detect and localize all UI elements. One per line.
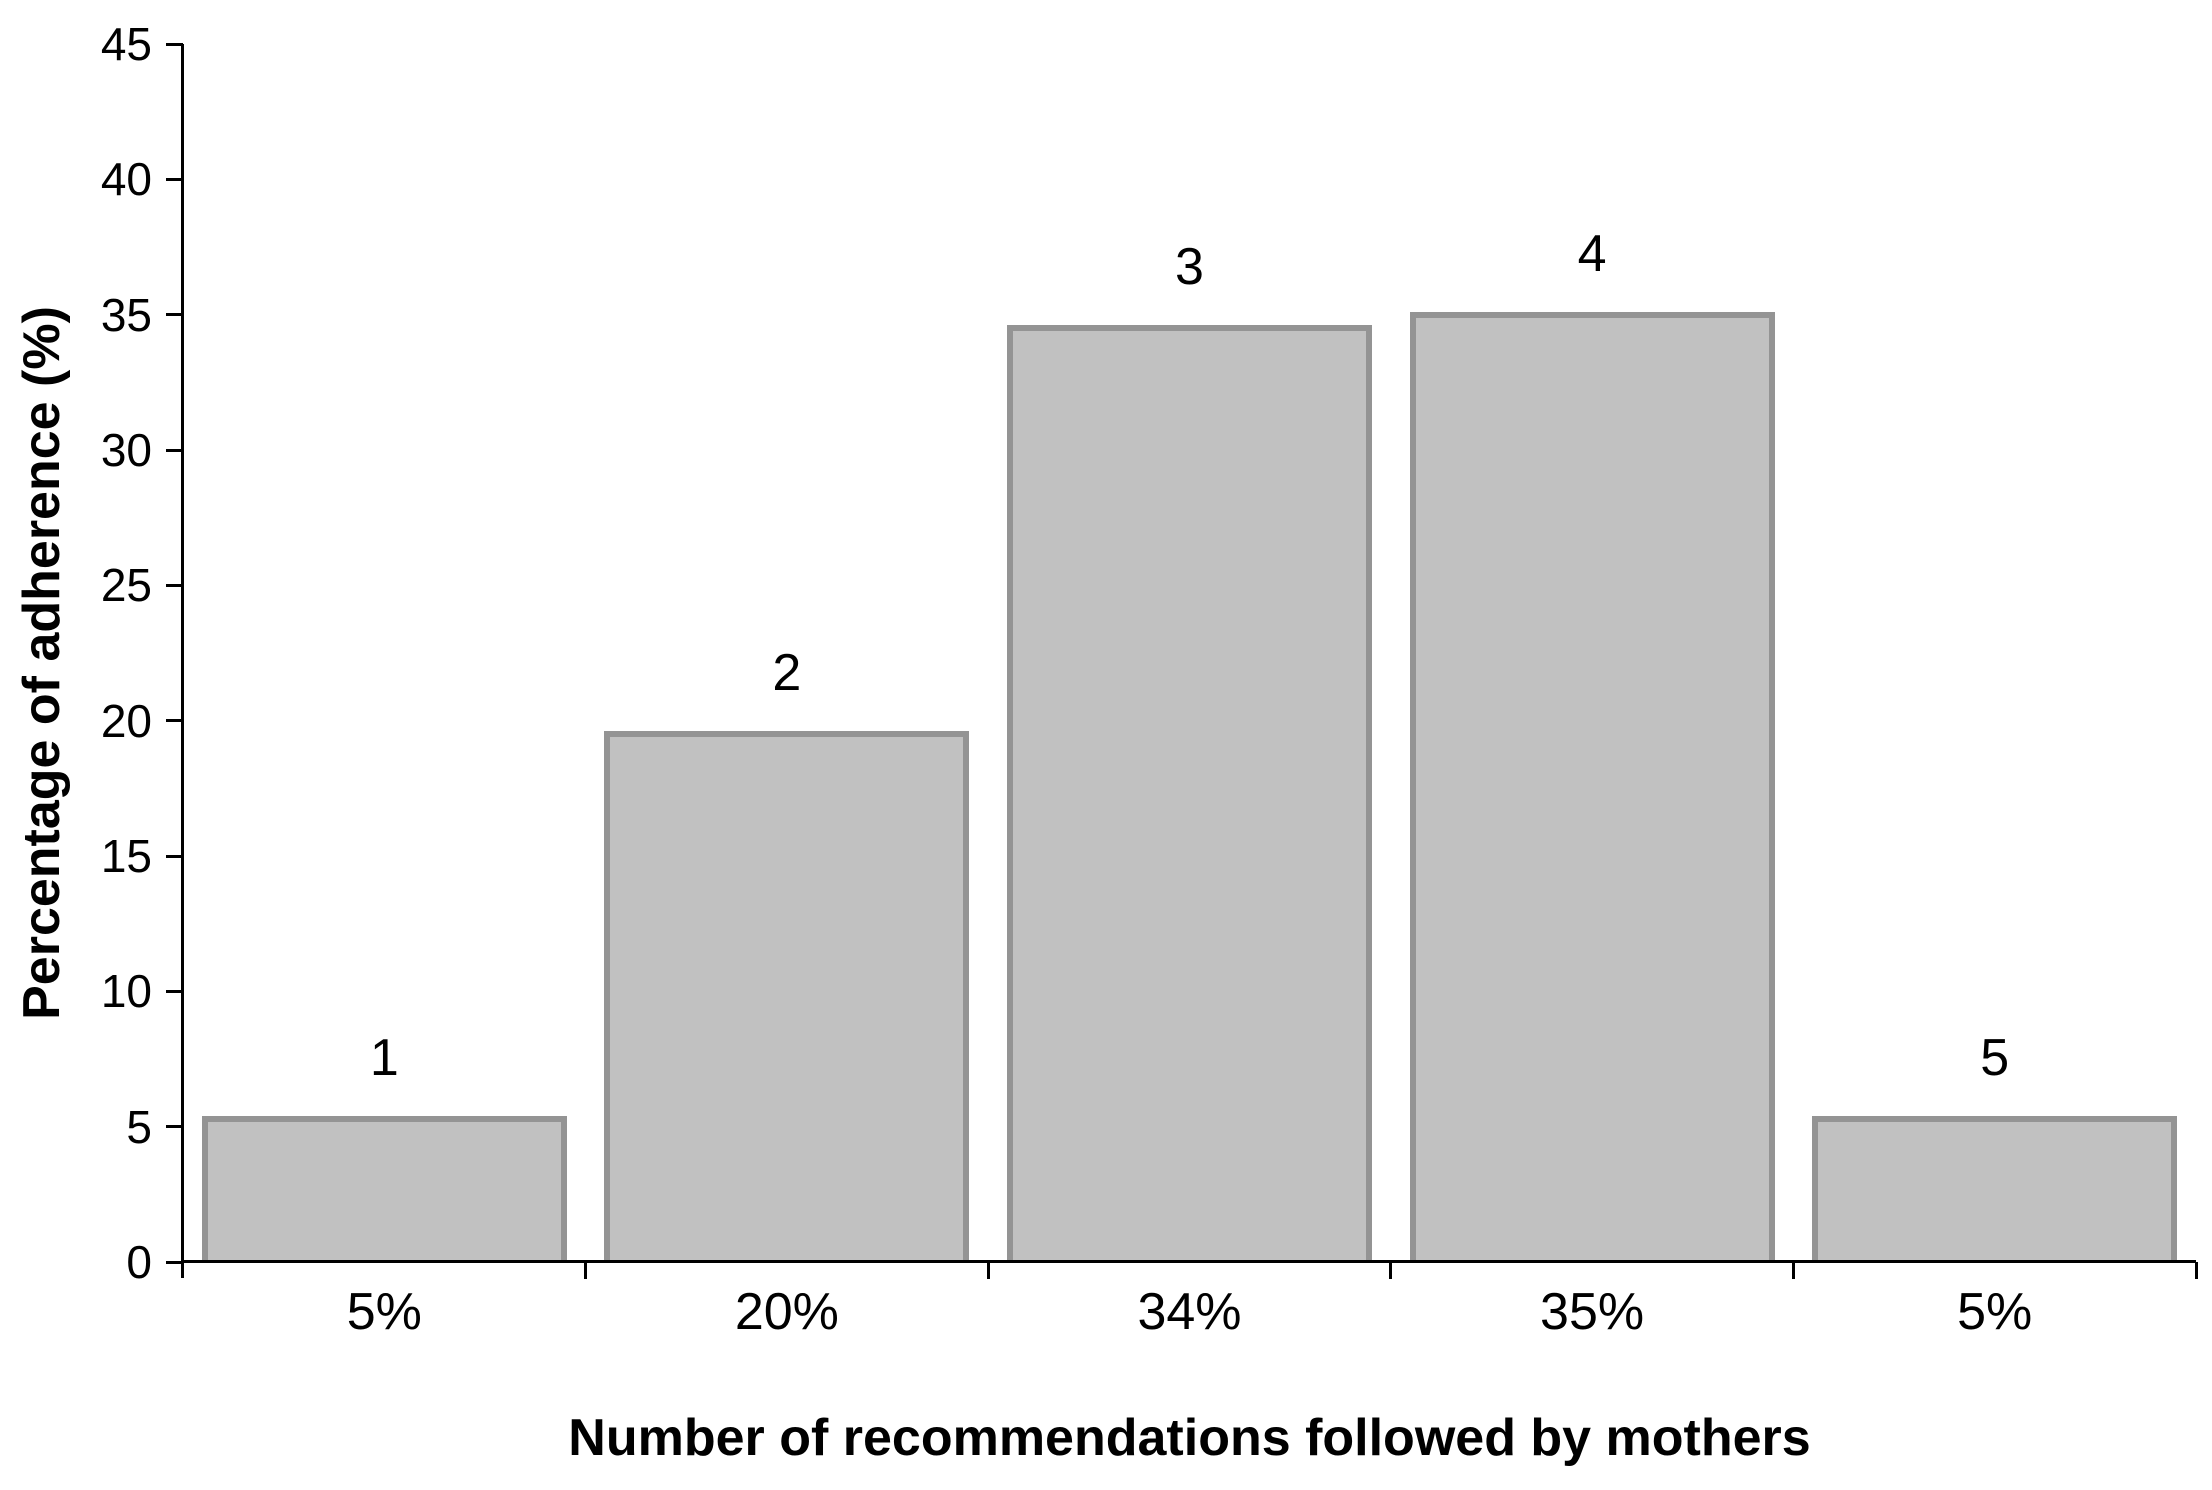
y-tick [166, 42, 183, 46]
y-tick [166, 989, 183, 993]
y-tick [166, 1125, 183, 1129]
x-tick [2194, 1262, 2198, 1279]
x-category-label: 34% [1137, 1283, 1242, 1341]
y-tick-label: 20 [100, 694, 152, 747]
x-category-label: 5% [1957, 1283, 2033, 1341]
bar [1812, 1115, 2178, 1262]
x-tick [1791, 1262, 1795, 1279]
x-tick [1389, 1262, 1393, 1279]
bar-value-label: 4 [1577, 224, 1607, 283]
y-tick-label: 40 [100, 153, 152, 206]
bar [1007, 325, 1372, 1262]
x-category-label: 20% [734, 1283, 839, 1341]
y-tick [166, 313, 183, 317]
bar-value-label: 1 [369, 1028, 399, 1087]
y-axis-line [181, 44, 184, 1278]
bar [1409, 311, 1775, 1262]
y-tick-label: 10 [100, 965, 152, 1018]
bar-value-label: 5 [1980, 1028, 2010, 1087]
y-tick [166, 719, 183, 723]
y-axis-title: Percentage of adherence (%) [13, 306, 71, 1020]
bar [201, 1115, 567, 1262]
y-tick [166, 854, 183, 858]
y-tick-label: 25 [100, 559, 152, 612]
bar-value-label: 3 [1175, 238, 1204, 297]
y-tick [166, 448, 183, 452]
x-tick [584, 1262, 588, 1279]
x-category-label: 35% [1540, 1283, 1645, 1341]
y-tick-label: 45 [100, 18, 152, 70]
y-tick-label: 30 [100, 424, 152, 476]
y-tick [166, 1260, 183, 1264]
y-tick-label: 0 [126, 1236, 152, 1288]
x-tick [986, 1262, 990, 1279]
x-category-label: 5% [346, 1283, 422, 1341]
y-tick [166, 583, 183, 587]
x-axis-line [183, 1260, 2196, 1263]
bar [604, 731, 970, 1262]
y-tick [166, 177, 183, 181]
y-tick-label: 15 [100, 830, 152, 882]
y-tick-label: 5 [126, 1100, 152, 1153]
y-tick-label: 35 [100, 288, 152, 341]
x-axis-title: Number of recommendations followed by mo… [568, 1409, 1811, 1467]
bar-value-label: 2 [772, 644, 802, 703]
